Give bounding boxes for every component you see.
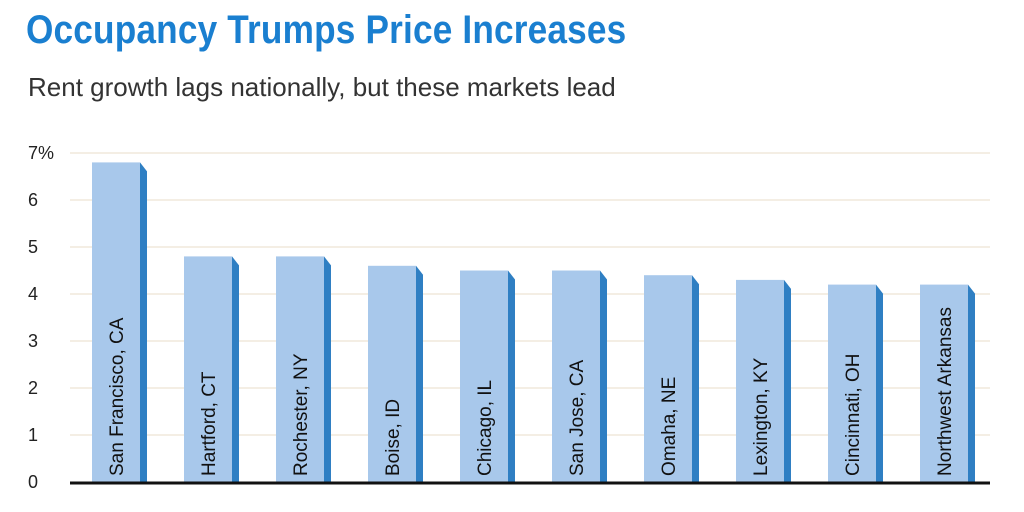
category-label: Hartford, CT: [199, 371, 220, 476]
bar-side: [600, 270, 607, 482]
bar-side: [232, 256, 239, 482]
y-tick-label: 2: [28, 378, 38, 398]
bar-side: [876, 284, 883, 482]
category-label: San Jose, CA: [567, 360, 588, 476]
category-label: Rochester, NY: [291, 353, 312, 476]
bar: [828, 284, 876, 482]
bar-side: [784, 279, 791, 482]
bar: [736, 279, 784, 482]
bar: [920, 284, 968, 482]
bar-side: [508, 270, 515, 482]
category-label: Northwest Arkansas: [935, 307, 956, 476]
bar: [276, 256, 324, 482]
category-label: Boise, ID: [383, 399, 404, 476]
category-label: Cincinnati, OH: [843, 354, 864, 477]
y-tick-label: 6: [28, 190, 38, 210]
y-tick-label: 4: [28, 284, 38, 304]
bar-side: [416, 265, 423, 482]
category-label: Chicago, IL: [475, 380, 496, 476]
bar-side: [140, 162, 147, 482]
bar-side: [324, 256, 331, 482]
bar: [92, 162, 140, 482]
category-label: Omaha, NE: [659, 377, 680, 476]
bar: [460, 270, 508, 482]
chart-subtitle: Rent growth lags nationally, but these m…: [28, 72, 616, 102]
bar-side: [692, 275, 699, 482]
category-label: Lexington, KY: [751, 357, 772, 476]
bar: [644, 275, 692, 482]
bar: [552, 270, 600, 482]
y-tick-label: 1: [28, 425, 38, 445]
chart-title: Occupancy Trumps Price Increases: [26, 8, 627, 52]
bar: [184, 256, 232, 482]
bar: [368, 265, 416, 482]
y-tick-label: 0: [28, 472, 38, 492]
y-tick-label: 3: [28, 331, 38, 351]
y-tick-label: 7%: [28, 143, 54, 163]
category-label: San Francisco, CA: [107, 317, 128, 476]
bar-side: [968, 284, 975, 482]
y-tick-label: 5: [28, 237, 38, 257]
